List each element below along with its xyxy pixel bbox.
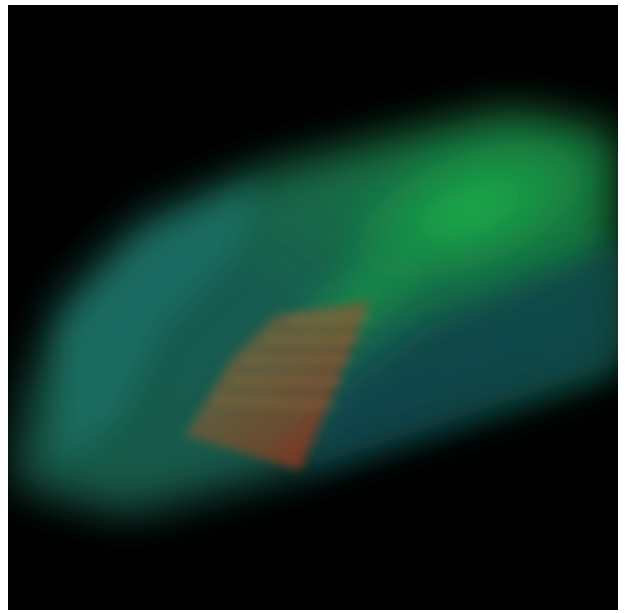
band: [230, 380, 345, 382]
volume-render: [0, 0, 626, 613]
page: (() => { const data = JSON.parse(documen…: [0, 0, 626, 613]
band: [290, 318, 370, 320]
